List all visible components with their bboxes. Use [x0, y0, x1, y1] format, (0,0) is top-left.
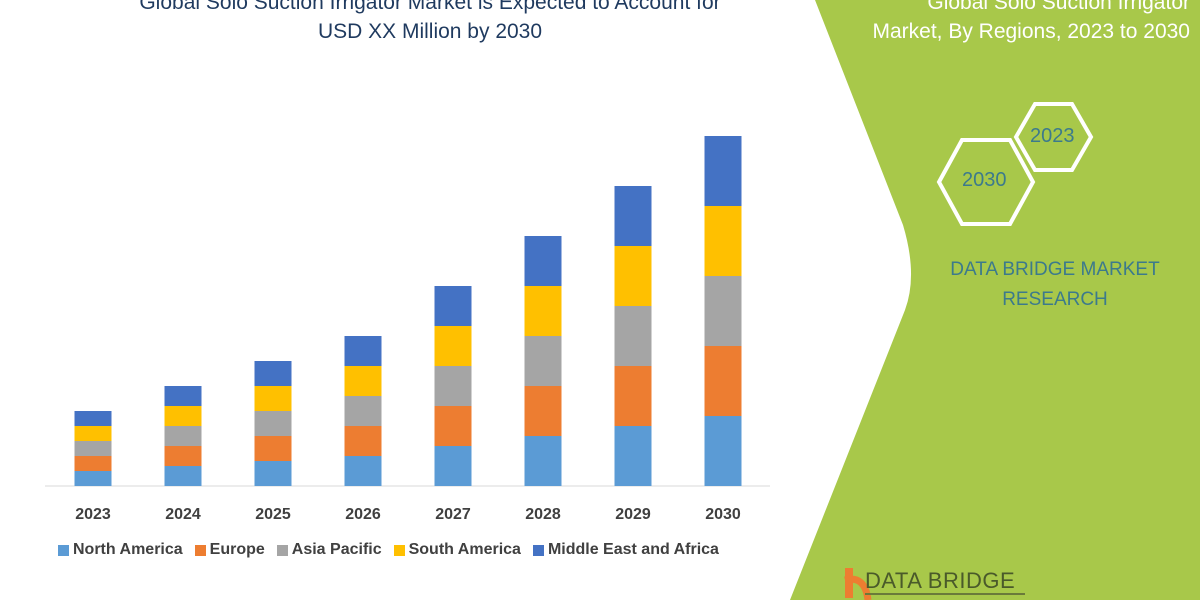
- logo-text: DATA BRIDGE: [865, 568, 1016, 593]
- bar-segment: [614, 186, 652, 246]
- x-tick-label: 2023: [75, 506, 111, 523]
- legend: North America Europe Asia Pacific South Ame…: [58, 541, 719, 559]
- hex-label-2030: 2030: [962, 169, 1007, 191]
- legend-item: Middle East and Africa: [532, 541, 719, 559]
- x-tick-label: 2030: [705, 506, 741, 523]
- bar-segment: [164, 466, 202, 486]
- legend-label: Europe: [209, 541, 265, 558]
- legend-item: North America: [58, 541, 183, 559]
- bar-segment: [254, 411, 292, 436]
- brand-line-2: RESEARCH: [1002, 289, 1108, 310]
- bar-segment: [524, 286, 562, 336]
- legend-item: Asia Pacific: [276, 541, 382, 559]
- hex-label-2023: 2023: [1030, 125, 1075, 147]
- legend-label: South America: [408, 541, 521, 558]
- bar-segment: [524, 436, 562, 486]
- bar-segment: [74, 426, 112, 441]
- bar-segment: [164, 386, 202, 406]
- x-tick-label: 2029: [615, 506, 651, 523]
- bar-segment: [614, 366, 652, 426]
- logo-mark: [845, 568, 853, 598]
- bar-segment: [344, 456, 382, 486]
- bar-segment: [434, 406, 472, 446]
- bar-segment: [524, 236, 562, 286]
- panel-title: Global Solo Suction Irrigator Market, By…: [810, 0, 1190, 46]
- bar-segment: [254, 386, 292, 411]
- legend-label: Asia Pacific: [291, 541, 382, 558]
- panel-title-line-1: Global Solo Suction Irrigator: [927, 0, 1190, 14]
- title-line-2: USD XX Million by 2030: [317, 20, 543, 43]
- bar-segment: [704, 206, 742, 276]
- bar-segment: [524, 336, 562, 386]
- bar-segment: [434, 286, 472, 326]
- bar-segment: [254, 436, 292, 461]
- bar-segment: [74, 411, 112, 426]
- bar-segment: [344, 426, 382, 456]
- legend-swatch: [194, 544, 206, 556]
- panel-title-line-2: Market, By Regions, 2023 to 2030: [872, 20, 1190, 43]
- chart-title: Global Solo Suction Irrigator Market is …: [40, 0, 820, 46]
- bar-segment: [704, 276, 742, 346]
- bar-segment: [434, 366, 472, 406]
- bar-segment: [344, 336, 382, 366]
- bar-segment: [434, 446, 472, 486]
- logo-mark-curve: [844, 575, 872, 600]
- legend-swatch: [58, 544, 69, 556]
- bar-segment: [74, 441, 112, 456]
- bar-segment: [614, 306, 652, 366]
- brand-text: DATA BRIDGE MARKET RESEARCH: [925, 255, 1185, 315]
- legend-item: South America: [393, 541, 521, 559]
- bar-segment: [434, 326, 472, 366]
- legend-swatch: [532, 544, 544, 556]
- bar-segment: [74, 471, 112, 486]
- x-tick-label: 2026: [345, 506, 381, 523]
- green-panel: [790, 0, 1200, 600]
- x-tick-label: 2024: [165, 506, 201, 523]
- legend-swatch: [276, 544, 288, 556]
- bar-segment: [704, 346, 742, 416]
- hexagon-2023: [1013, 102, 1094, 172]
- bar-segment: [164, 446, 202, 466]
- bar-segment: [344, 396, 382, 426]
- bar-segment: [254, 361, 292, 386]
- bar-segment: [164, 406, 202, 426]
- brand-line-1: DATA BRIDGE MARKET: [950, 259, 1160, 280]
- bar-segment: [164, 426, 202, 446]
- title-line-1: Global Solo Suction Irrigator Market is …: [139, 0, 721, 14]
- legend-swatch: [393, 544, 405, 556]
- x-tick-label: 2028: [525, 506, 561, 523]
- hexagon-2030: [936, 138, 1036, 226]
- bar-segment: [344, 366, 382, 396]
- bar-segment: [74, 456, 112, 471]
- bar-segment: [614, 426, 652, 486]
- bar-segment: [254, 461, 292, 486]
- stacked-bar-chart: 2023 2024 2025 2026 2027 2028 2029 2030: [45, 136, 770, 523]
- legend-label: Middle East and Africa: [547, 541, 719, 558]
- x-tick-label: 2027: [435, 506, 471, 523]
- bar-segment: [524, 386, 562, 436]
- legend-item: Europe: [194, 541, 265, 559]
- x-tick-label: 2025: [255, 506, 291, 523]
- bar-segment: [614, 246, 652, 306]
- bar-segment: [704, 416, 742, 486]
- legend-label: North America: [73, 541, 183, 558]
- bar-segment: [704, 136, 742, 206]
